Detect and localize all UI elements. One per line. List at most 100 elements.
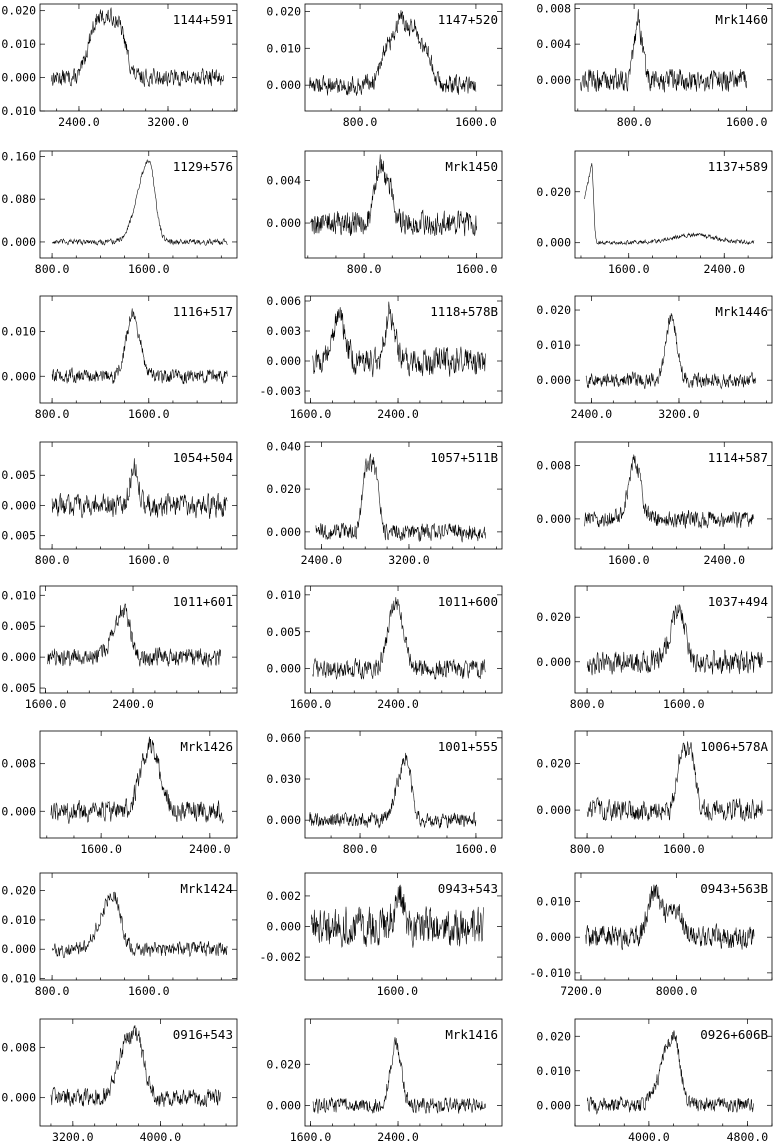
x-tick-label: 1600.0 <box>80 842 122 856</box>
spectrum-panel-3: 0.008 0.004 0.000 800.0 1600.0 Mrk1460 <box>536 1 773 129</box>
x-tick-label: 800.0 <box>347 262 382 276</box>
y-tick-label: 0.005 <box>1 468 36 482</box>
spectrum-trace <box>580 9 747 93</box>
plot-frame <box>39 295 238 404</box>
x-tick-label: 800.0 <box>35 553 70 567</box>
y-tick-label: 0.000 <box>536 803 571 817</box>
y-tick-label: 0.000 <box>1 369 36 383</box>
x-tick-label: 2400.0 <box>703 553 745 567</box>
plot-frame <box>39 3 238 112</box>
object-name-label: 1118+578B <box>430 304 498 319</box>
y-tick-label: 0.020 <box>536 185 571 199</box>
y-tick-label: 0.000 <box>266 920 301 934</box>
y-tick-label: 0.004 <box>266 174 301 188</box>
spectrum-panel-15: 0.020 0.000 800.0 1600.0 1037+494 <box>536 585 773 711</box>
object-name-label: 1129+576 <box>173 159 233 174</box>
spectrum-trace <box>309 752 477 829</box>
y-tick-label: 0.008 <box>536 458 571 472</box>
spectrum-panel-23: 0.020 0.000 1600.0 2400.0 Mrk1416 <box>266 1018 503 1142</box>
spectrum-trace <box>51 891 228 959</box>
spectrum-panel-1: 0.020 0.010 0.000 -0.010 2400.0 3200.0 1144+59… <box>0 3 238 129</box>
y-tick-label: -0.010 <box>529 966 571 980</box>
plot-frame <box>304 1018 503 1127</box>
spectrum-trace <box>587 1030 754 1115</box>
object-name-label: 1147+520 <box>438 12 498 27</box>
spectrum-panel-2: 0.020 0.010 0.000 800.0 1600.0 1147+520 <box>266 3 503 129</box>
x-tick-label: 800.0 <box>35 262 70 276</box>
spectrum-trace <box>584 163 755 246</box>
plot-frame <box>39 441 238 550</box>
y-tick-label: 0.020 <box>536 610 571 624</box>
y-tick-label: -0.005 <box>0 681 36 695</box>
object-name-label: 0916+543 <box>173 1027 233 1042</box>
x-tick-label: 2400.0 <box>377 407 419 421</box>
y-tick-label: 0.010 <box>1 325 36 339</box>
x-tick-label: 1600.0 <box>608 262 650 276</box>
object-name-label: Mrk1426 <box>180 739 233 754</box>
x-tick-label: 2400.0 <box>112 697 154 711</box>
spectrum-trace <box>585 313 756 390</box>
x-tick-label: 800.0 <box>343 842 378 856</box>
spectrum-panel-22: 0.008 0.000 3200.0 4000.0 0916+543 <box>1 1018 238 1142</box>
y-tick-label: 0.160 <box>1 149 36 163</box>
x-tick-label: 3200.0 <box>147 115 189 129</box>
spectrum-trace <box>51 158 228 246</box>
y-tick-label: 0.040 <box>266 439 301 453</box>
object-name-label: 1144+591 <box>173 12 233 27</box>
x-tick-label: 2400.0 <box>571 407 613 421</box>
plot-frame <box>304 441 503 550</box>
spectrum-trace <box>310 884 484 949</box>
spectrum-trace <box>50 736 224 824</box>
x-tick-label: 1600.0 <box>290 697 332 711</box>
y-tick-label: 0.005 <box>266 625 301 639</box>
y-tick-label: 0.002 <box>266 889 301 903</box>
plot-frame <box>304 150 503 259</box>
x-tick-label: 1600.0 <box>455 842 497 856</box>
object-name-label: 1011+601 <box>173 594 233 609</box>
object-name-label: 1054+504 <box>173 450 233 465</box>
y-tick-label: 0.020 <box>536 1029 571 1043</box>
spectrum-trace <box>312 301 486 378</box>
object-name-label: 1057+511B <box>430 450 498 465</box>
x-tick-label: 3200.0 <box>658 407 700 421</box>
y-tick-label: 0.080 <box>1 192 36 206</box>
plot-frame <box>39 872 238 981</box>
object-name-label: 1011+600 <box>438 594 498 609</box>
plot-frame <box>304 585 503 694</box>
spectrum-panel-21: 0.010 0.000 -0.010 7200.0 8000.0 0943+563B <box>529 872 773 998</box>
y-tick-label: 0.004 <box>536 37 571 51</box>
spectrum-panel-14: 0.010 0.005 0.000 1600.0 2400.0 1011+600 <box>266 585 503 711</box>
y-tick-label: 0.003 <box>266 324 301 338</box>
spectrum-trace <box>51 308 228 385</box>
y-tick-label: 0.010 <box>1 37 36 51</box>
x-tick-label: 1600.0 <box>455 115 497 129</box>
spectrum-trace <box>584 454 755 529</box>
object-name-label: 1116+517 <box>173 304 233 319</box>
object-name-label: 1114+587 <box>708 450 768 465</box>
y-tick-label: 0.060 <box>266 731 301 745</box>
y-tick-label: 0.000 <box>1 804 36 818</box>
spectrum-panel-16: 0.008 0.000 1600.0 2400.0 Mrk1426 <box>1 730 238 856</box>
y-tick-label: 0.000 <box>266 813 301 827</box>
y-tick-label: 0.000 <box>536 73 571 87</box>
x-tick-label: 1600.0 <box>128 984 170 998</box>
x-tick-label: 1600.0 <box>377 984 419 998</box>
y-tick-label: 0.000 <box>536 655 571 669</box>
y-tick-label: 0.020 <box>536 757 571 771</box>
plot-frame <box>39 150 238 259</box>
spectrum-trace <box>51 458 228 519</box>
object-name-label: Mrk1460 <box>715 12 768 27</box>
y-tick-label: 0.000 <box>266 525 301 539</box>
plot-frame <box>304 3 503 112</box>
x-tick-label: 2400.0 <box>58 115 100 129</box>
x-tick-label: 4000.0 <box>140 1130 182 1142</box>
y-tick-label: -0.010 <box>0 972 36 986</box>
plot-frame <box>574 872 773 981</box>
y-tick-label: -0.010 <box>0 104 36 118</box>
object-name-label: 1001+555 <box>438 739 498 754</box>
spectrum-panel-10: 0.005 0.000 -0.005 800.0 1600.0 1054+504 <box>0 441 238 567</box>
y-tick-label: 0.000 <box>1 1091 36 1105</box>
spectrum-panel-4: 0.160 0.080 0.000 800.0 1600.0 1129+576 <box>1 149 238 276</box>
